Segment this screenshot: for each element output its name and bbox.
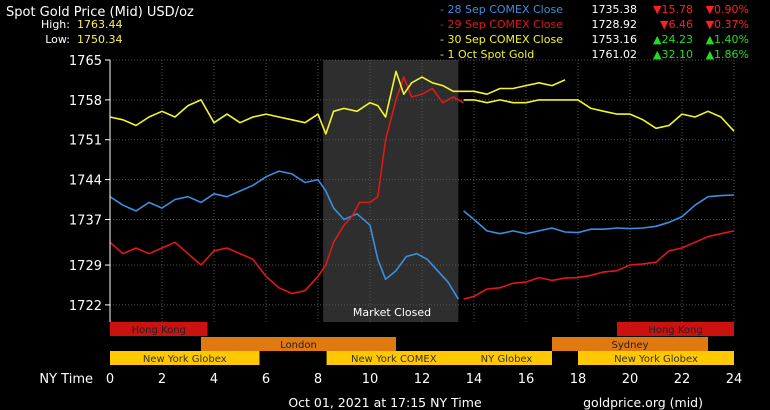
y-tick-label: 1737	[69, 213, 102, 228]
series-line-2	[109, 76, 464, 295]
x-tick-label: 20	[622, 372, 639, 387]
y-tick-label: 1729	[69, 259, 102, 274]
footer-source: goldprice.org (mid)	[583, 395, 703, 410]
legend-series-name: - 29 Sep COMEX Close	[440, 18, 563, 31]
legend-change: ▼15.78	[653, 3, 693, 16]
y-tick-label: 1765	[69, 54, 102, 69]
legend-price: 1753.16	[592, 33, 638, 46]
legend-change: ▲24.23	[653, 33, 693, 46]
x-tick-label: 6	[262, 372, 270, 387]
x-tick-label: 18	[570, 372, 587, 387]
market-closed-rect	[323, 60, 459, 322]
x-tick-label: 16	[518, 372, 535, 387]
legend-change-percent: ▲1.40%	[706, 33, 749, 46]
legend-change: ▲32.10	[653, 48, 693, 61]
session-label: New York COMEX	[351, 354, 437, 365]
series-line-1	[463, 194, 735, 235]
session-label: London	[280, 340, 317, 351]
x-tick-label: 12	[414, 372, 431, 387]
series-line-4	[463, 99, 735, 132]
legend-change-percent: ▼0.90%	[706, 3, 749, 16]
session-label: New York Globex	[614, 354, 698, 365]
footer-timestamp: Oct 01, 2021 at 17:15 NY Time	[288, 395, 482, 410]
x-tick-label: 14	[466, 372, 483, 387]
high-value: 1763.44	[77, 18, 123, 31]
session-label: Hong Kong	[648, 325, 702, 336]
x-tick-label: 8	[314, 372, 322, 387]
x-tick-label: 10	[362, 372, 379, 387]
y-tick-label: 1722	[69, 299, 102, 314]
y-tick-label: 1744	[69, 174, 102, 189]
legend-series-name: - 30 Sep COMEX Close	[440, 33, 563, 46]
y-tick-label: 1751	[69, 134, 102, 149]
chart-header: Spot Gold Price (Mid) USD/oz High: 1763.…	[6, 5, 194, 46]
series-line-3	[109, 70, 566, 135]
price-lines	[109, 70, 735, 300]
legend-change: ▼6.46	[660, 18, 693, 31]
legend-price: 1735.38	[592, 3, 638, 16]
x-tick-label: 2	[158, 372, 166, 387]
y-tick-label: 1758	[69, 94, 102, 109]
session-bar	[110, 322, 208, 336]
grid	[109, 59, 735, 322]
session-bar	[617, 322, 734, 336]
legend-price: 1728.92	[592, 18, 638, 31]
legend: - 28 Sep COMEX Close 1735.38 ▼15.78 ▼0.90% -…	[440, 3, 749, 61]
session-label: Sydney	[611, 340, 648, 351]
legend-change-percent: ▼0.37%	[706, 18, 749, 31]
low-value: 1750.34	[77, 33, 123, 46]
x-tick-label: 22	[674, 372, 691, 387]
low-label: Low:	[45, 33, 70, 46]
session-bar	[110, 351, 260, 365]
legend-series-name: - 28 Sep COMEX Close	[440, 3, 563, 16]
series-line-2	[463, 230, 735, 300]
legend-change-percent: ▲1.86%	[706, 48, 749, 61]
axes: 0 2 4 6 8 10 12 14 16 18 20 22 241722172917371744175…	[69, 54, 742, 387]
session-bar	[461, 351, 552, 365]
session-bar	[578, 351, 734, 365]
market-closed-label: Market Closed	[353, 306, 431, 319]
x-tick-label: 24	[726, 372, 743, 387]
series-line-1	[109, 170, 460, 300]
high-label: High:	[41, 18, 70, 31]
session-label: New York Globex	[143, 354, 227, 365]
x-tick-label: 0	[106, 372, 114, 387]
chart-title: Spot Gold Price (Mid) USD/oz	[6, 5, 194, 20]
legend-price: 1761.02	[592, 48, 638, 61]
legend-series-name: - 1 Oct Spot Gold	[440, 48, 534, 61]
session-bar	[552, 337, 708, 351]
trading-sessions: Hong Kong Hong Kong London Sydney New York G…	[110, 322, 734, 365]
session-bar	[201, 337, 396, 351]
market-closed-band	[323, 60, 459, 322]
x-tick-label: 4	[210, 372, 218, 387]
session-label: Hong Kong	[132, 325, 186, 336]
session-bar	[326, 351, 461, 365]
x-axis-label: NY Time	[39, 372, 93, 387]
session-label: NY Globex	[481, 354, 533, 365]
